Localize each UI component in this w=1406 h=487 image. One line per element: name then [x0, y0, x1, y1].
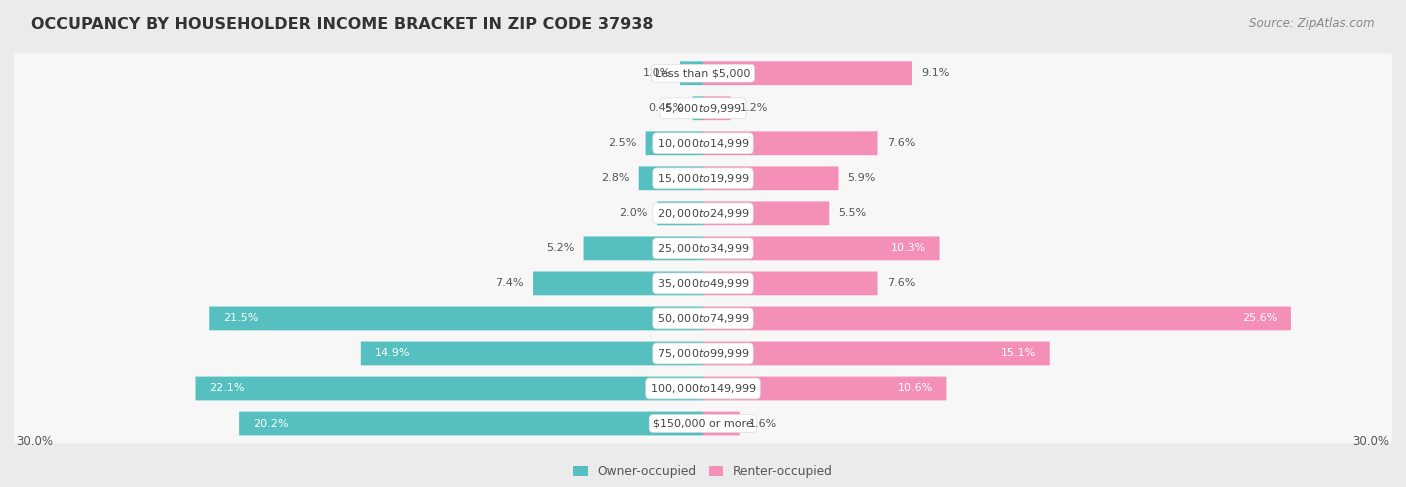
Text: 2.5%: 2.5% — [607, 138, 637, 148]
Text: $50,000 to $74,999: $50,000 to $74,999 — [657, 312, 749, 325]
Text: 5.5%: 5.5% — [838, 208, 866, 218]
FancyBboxPatch shape — [533, 271, 703, 295]
FancyBboxPatch shape — [14, 299, 1392, 338]
FancyBboxPatch shape — [14, 88, 1392, 128]
Text: 22.1%: 22.1% — [209, 383, 245, 393]
FancyBboxPatch shape — [195, 376, 703, 400]
FancyBboxPatch shape — [14, 334, 1392, 374]
FancyBboxPatch shape — [645, 131, 703, 155]
Text: 14.9%: 14.9% — [374, 349, 411, 358]
FancyBboxPatch shape — [657, 202, 703, 225]
Text: 7.6%: 7.6% — [887, 279, 915, 288]
FancyBboxPatch shape — [703, 271, 877, 295]
Text: 30.0%: 30.0% — [17, 435, 53, 448]
Text: 1.2%: 1.2% — [740, 103, 768, 113]
FancyBboxPatch shape — [14, 53, 1392, 93]
Text: Source: ZipAtlas.com: Source: ZipAtlas.com — [1250, 17, 1375, 30]
FancyBboxPatch shape — [703, 412, 740, 435]
Text: $5,000 to $9,999: $5,000 to $9,999 — [664, 102, 742, 115]
Text: 10.6%: 10.6% — [897, 383, 932, 393]
Text: 30.0%: 30.0% — [1353, 435, 1389, 448]
Text: 7.4%: 7.4% — [495, 279, 524, 288]
FancyBboxPatch shape — [703, 167, 838, 190]
Text: $20,000 to $24,999: $20,000 to $24,999 — [657, 207, 749, 220]
Text: $15,000 to $19,999: $15,000 to $19,999 — [657, 172, 749, 185]
FancyBboxPatch shape — [638, 167, 703, 190]
FancyBboxPatch shape — [693, 96, 703, 120]
Text: $100,000 to $149,999: $100,000 to $149,999 — [650, 382, 756, 395]
Text: 2.8%: 2.8% — [600, 173, 630, 183]
Text: 1.6%: 1.6% — [749, 418, 778, 429]
FancyBboxPatch shape — [703, 237, 939, 260]
Text: $10,000 to $14,999: $10,000 to $14,999 — [657, 137, 749, 150]
Text: OCCUPANCY BY HOUSEHOLDER INCOME BRACKET IN ZIP CODE 37938: OCCUPANCY BY HOUSEHOLDER INCOME BRACKET … — [31, 17, 654, 32]
FancyBboxPatch shape — [583, 237, 703, 260]
Text: $25,000 to $34,999: $25,000 to $34,999 — [657, 242, 749, 255]
Text: 7.6%: 7.6% — [887, 138, 915, 148]
FancyBboxPatch shape — [703, 61, 912, 85]
FancyBboxPatch shape — [681, 61, 703, 85]
FancyBboxPatch shape — [703, 96, 731, 120]
FancyBboxPatch shape — [703, 306, 1291, 330]
Text: 10.3%: 10.3% — [890, 244, 925, 253]
FancyBboxPatch shape — [14, 123, 1392, 163]
Text: $35,000 to $49,999: $35,000 to $49,999 — [657, 277, 749, 290]
Text: 20.2%: 20.2% — [253, 418, 288, 429]
Legend: Owner-occupied, Renter-occupied: Owner-occupied, Renter-occupied — [572, 465, 834, 478]
Text: 2.0%: 2.0% — [620, 208, 648, 218]
Text: 0.45%: 0.45% — [648, 103, 683, 113]
Text: 15.1%: 15.1% — [1001, 349, 1036, 358]
Text: 1.0%: 1.0% — [643, 68, 671, 78]
FancyBboxPatch shape — [703, 376, 946, 400]
FancyBboxPatch shape — [703, 131, 877, 155]
Text: $75,000 to $99,999: $75,000 to $99,999 — [657, 347, 749, 360]
Text: $150,000 or more: $150,000 or more — [654, 418, 752, 429]
Text: 5.9%: 5.9% — [848, 173, 876, 183]
FancyBboxPatch shape — [14, 404, 1392, 444]
FancyBboxPatch shape — [239, 412, 703, 435]
Text: 21.5%: 21.5% — [224, 314, 259, 323]
FancyBboxPatch shape — [703, 202, 830, 225]
FancyBboxPatch shape — [14, 228, 1392, 268]
FancyBboxPatch shape — [703, 341, 1050, 365]
FancyBboxPatch shape — [361, 341, 703, 365]
Text: Less than $5,000: Less than $5,000 — [655, 68, 751, 78]
FancyBboxPatch shape — [14, 158, 1392, 198]
Text: 9.1%: 9.1% — [921, 68, 949, 78]
FancyBboxPatch shape — [14, 369, 1392, 409]
FancyBboxPatch shape — [14, 193, 1392, 233]
Text: 25.6%: 25.6% — [1241, 314, 1277, 323]
Text: 5.2%: 5.2% — [546, 244, 575, 253]
FancyBboxPatch shape — [14, 263, 1392, 303]
FancyBboxPatch shape — [209, 306, 703, 330]
